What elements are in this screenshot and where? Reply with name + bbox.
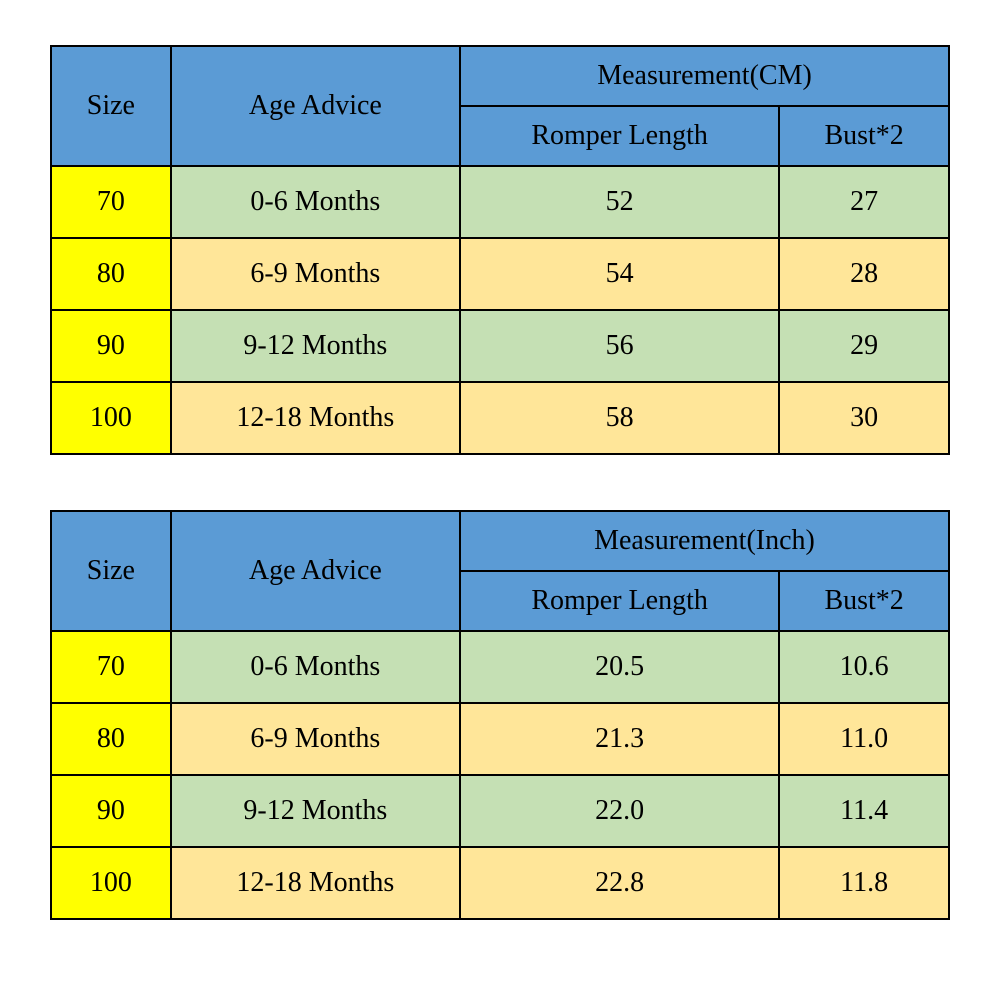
header-bust: Bust*2 bbox=[779, 571, 949, 631]
cell-size: 70 bbox=[51, 166, 171, 238]
cell-age: 9-12 Months bbox=[171, 310, 460, 382]
cell-romper: 54 bbox=[460, 238, 779, 310]
cell-bust: 30 bbox=[779, 382, 949, 454]
header-size: Size bbox=[51, 46, 171, 166]
header-romper-length: Romper Length bbox=[460, 571, 779, 631]
cell-age: 12-18 Months bbox=[171, 847, 460, 919]
cell-bust: 11.0 bbox=[779, 703, 949, 775]
page-container: Size Age Advice Measurement(CM) Romper L… bbox=[0, 0, 1000, 920]
header-measurement-group: Measurement(Inch) bbox=[460, 511, 949, 571]
table-row: 70 0-6 Months 20.5 10.6 bbox=[51, 631, 949, 703]
table-row: 80 6-9 Months 54 28 bbox=[51, 238, 949, 310]
cell-age: 0-6 Months bbox=[171, 631, 460, 703]
table-row: 90 9-12 Months 56 29 bbox=[51, 310, 949, 382]
cell-age: 9-12 Months bbox=[171, 775, 460, 847]
cell-romper: 21.3 bbox=[460, 703, 779, 775]
cell-romper: 22.0 bbox=[460, 775, 779, 847]
cell-size: 70 bbox=[51, 631, 171, 703]
cell-bust: 29 bbox=[779, 310, 949, 382]
cell-romper: 58 bbox=[460, 382, 779, 454]
cell-size: 80 bbox=[51, 703, 171, 775]
cell-romper: 20.5 bbox=[460, 631, 779, 703]
cell-size: 100 bbox=[51, 382, 171, 454]
header-age-advice: Age Advice bbox=[171, 46, 460, 166]
table-row: 80 6-9 Months 21.3 11.0 bbox=[51, 703, 949, 775]
cell-size: 90 bbox=[51, 310, 171, 382]
header-measurement-group: Measurement(CM) bbox=[460, 46, 949, 106]
cell-romper: 22.8 bbox=[460, 847, 779, 919]
cell-size: 90 bbox=[51, 775, 171, 847]
table-row: 100 12-18 Months 22.8 11.8 bbox=[51, 847, 949, 919]
cell-size: 80 bbox=[51, 238, 171, 310]
header-size: Size bbox=[51, 511, 171, 631]
cell-romper: 56 bbox=[460, 310, 779, 382]
cell-romper: 52 bbox=[460, 166, 779, 238]
header-bust: Bust*2 bbox=[779, 106, 949, 166]
cell-bust: 11.8 bbox=[779, 847, 949, 919]
size-table-inch: Size Age Advice Measurement(Inch) Romper… bbox=[50, 510, 950, 920]
header-romper-length: Romper Length bbox=[460, 106, 779, 166]
cell-age: 0-6 Months bbox=[171, 166, 460, 238]
table-row: 90 9-12 Months 22.0 11.4 bbox=[51, 775, 949, 847]
cell-bust: 10.6 bbox=[779, 631, 949, 703]
cell-bust: 11.4 bbox=[779, 775, 949, 847]
cell-bust: 28 bbox=[779, 238, 949, 310]
table-row: 100 12-18 Months 58 30 bbox=[51, 382, 949, 454]
size-table-cm: Size Age Advice Measurement(CM) Romper L… bbox=[50, 45, 950, 455]
cell-size: 100 bbox=[51, 847, 171, 919]
cell-age: 6-9 Months bbox=[171, 703, 460, 775]
cell-bust: 27 bbox=[779, 166, 949, 238]
table-header-row-1: Size Age Advice Measurement(CM) bbox=[51, 46, 949, 106]
cell-age: 12-18 Months bbox=[171, 382, 460, 454]
table-header-row-1: Size Age Advice Measurement(Inch) bbox=[51, 511, 949, 571]
cell-age: 6-9 Months bbox=[171, 238, 460, 310]
table-row: 70 0-6 Months 52 27 bbox=[51, 166, 949, 238]
header-age-advice: Age Advice bbox=[171, 511, 460, 631]
